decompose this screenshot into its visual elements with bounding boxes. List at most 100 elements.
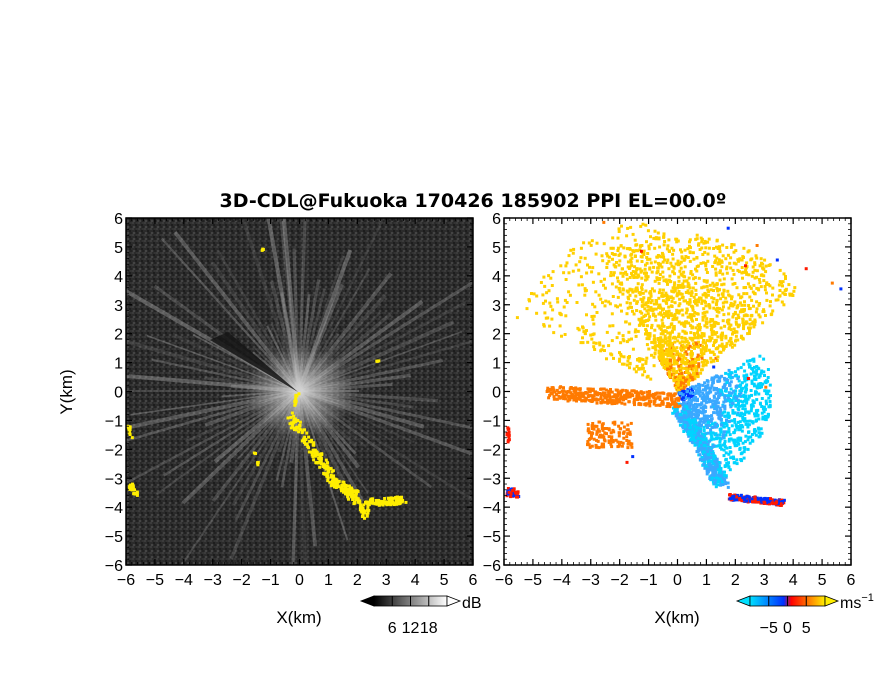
velocity-pixel [729,323,733,327]
velocity-pixel [640,260,644,263]
velocity-pixel [599,397,603,401]
velocity-pixel [720,374,724,378]
velocity-pixel [757,278,761,281]
x-tick-label: 0 [295,572,304,589]
velocity-pixel [652,236,656,240]
velocity-pixel [705,441,708,445]
velocity-pixel [691,360,695,364]
velocity-pixel [702,420,706,423]
velocity-pixel [706,426,709,429]
velocity-pixel [625,301,629,305]
velocity-pixel [756,497,760,501]
velocity-pixel [739,383,743,387]
velocity-pixel [567,254,571,258]
velocity-pixel [601,301,604,305]
velocity-pixel [702,399,705,403]
velocity-pixel [699,430,703,434]
velocity-pixel [583,332,587,336]
snr-echo-pixel [389,503,393,507]
velocity-pixel [718,433,722,437]
velocity-pixel [666,397,669,401]
velocity-pixel [633,265,637,269]
velocity-pixel [636,398,640,402]
velocity-pixel [616,246,620,250]
velocity-pixel [664,341,668,345]
velocity-pixel [581,341,585,345]
velocity-pixel [731,402,735,405]
velocity-pixel [605,252,609,256]
snr-echo-pixel [323,466,327,469]
velocity-pixel [639,297,643,301]
velocity-pixel [734,320,738,324]
velocity-pixel [645,396,649,400]
velocity-pixel [699,436,703,440]
velocity-pixel [619,354,623,358]
snr-echo-pixel [392,503,396,507]
velocity-pixel [668,345,672,349]
velocity-pixel [747,395,751,399]
velocity-pixel [703,359,706,362]
velocity-pixel [597,435,601,439]
velocity-pixel [757,435,761,439]
velocity-pixel [628,276,632,279]
velocity-pixel [668,359,672,363]
velocity-pixel [609,439,613,443]
snr-echo-pixel [362,503,366,507]
velocity-pixel [702,405,705,409]
velocity-pixel [680,296,684,300]
velocity-pixel [628,432,632,436]
snr-echo-pixel [328,480,332,484]
velocity-pixel [721,348,725,352]
velocity-pixel [681,361,685,365]
velocity-pixel [627,338,631,342]
velocity-pixel [571,251,575,255]
velocity-pixel [664,314,668,318]
velocity-pixel [706,420,710,424]
velocity-pixel [762,498,766,502]
velocity-pixel [682,385,686,389]
velocity-pixel [611,257,614,261]
velocity-pixel [582,241,586,245]
velocity-pixel [623,255,627,259]
velocity-pixel [605,266,609,269]
velocity-pixel [733,418,737,421]
velocity-pixel [763,414,767,418]
velocity-pixel [562,305,566,309]
velocity-pixel [674,408,678,412]
velocity-pixel [682,430,686,433]
velocity-pixel [753,320,757,324]
velocity-pixel [659,346,663,349]
velocity-pixel [771,309,775,313]
velocity-pixel [765,282,768,286]
snr-echo-pixel [386,496,390,500]
velocity-pixel [693,333,697,337]
velocity-pixel [731,268,735,272]
snr-echo-pixel [355,491,358,495]
velocity-pixel [632,401,636,405]
velocity-pixel [622,271,626,275]
velocity-pixel [743,404,747,408]
velocity-pixel [700,423,703,427]
velocity-pixel [696,331,699,335]
velocity-pixel [578,395,582,399]
velocity-pixel [569,391,573,395]
velocity-pixel [607,435,611,439]
velocity-pixel [721,411,725,415]
velocity-pixel [715,282,719,286]
velocity-pixel [719,297,723,301]
velocity-pixel [758,315,762,319]
velocity-pixel [726,289,730,293]
velocity-pixel [734,334,738,338]
snr-echo-pixel [335,478,339,482]
velocity-pixel [711,431,715,435]
velocity-pixel [699,439,703,443]
velocity-pixel [649,261,653,265]
velocity-pixel [603,304,607,308]
velocity-pixel [720,423,724,427]
velocity-pixel [686,410,690,414]
snr-echo-pixel [358,499,362,503]
velocity-pixel [635,309,639,312]
snr-echo-pixel [291,425,295,429]
velocity-pixel [776,502,780,505]
velocity-pixel [572,247,576,251]
